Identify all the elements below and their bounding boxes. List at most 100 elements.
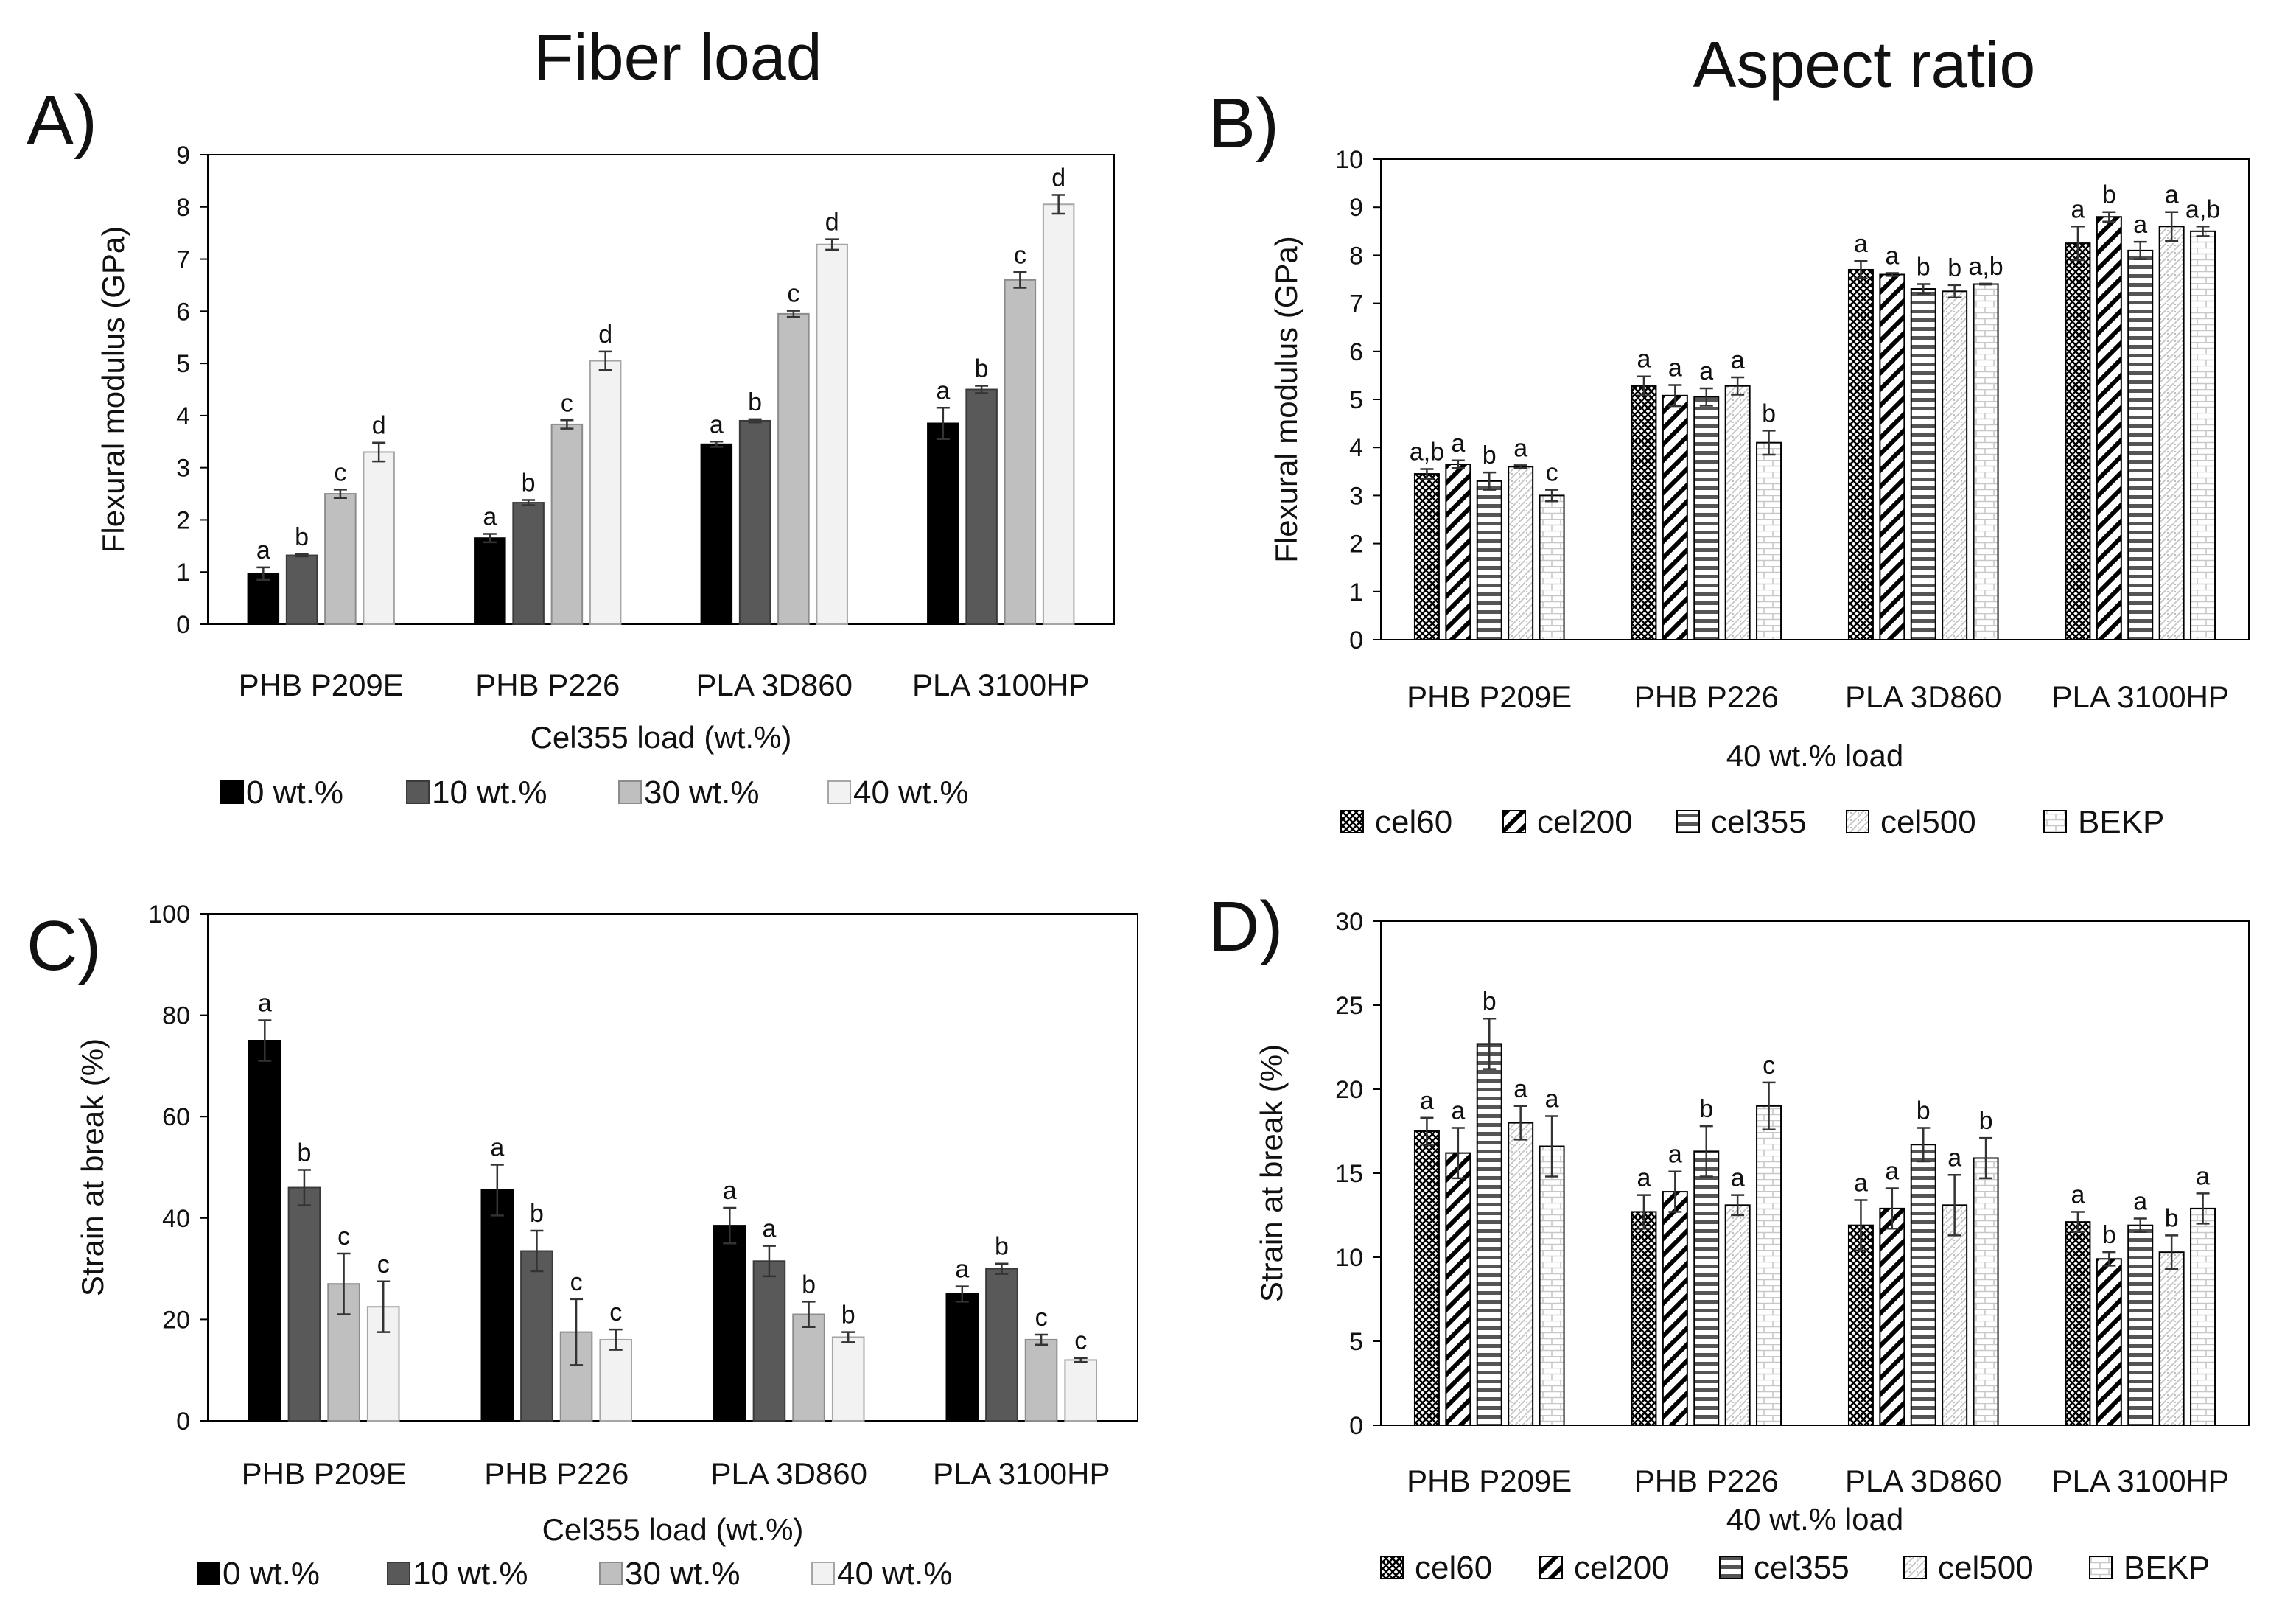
y-tick-label: 10 <box>1335 146 1363 174</box>
y-tick-label: 9 <box>176 141 190 169</box>
bar-cel60-phb-p209e <box>1413 473 1440 640</box>
significance-letter: a,b <box>1410 438 1444 466</box>
bar-cel200-phb-p226 <box>1662 1191 1688 1426</box>
y-axis-label: Strain at break (%) <box>1254 1044 1289 1302</box>
legend-label-40-wt: 40 wt.% <box>837 1556 953 1592</box>
y-tick-label: 20 <box>162 1306 190 1334</box>
significance-letter: a <box>2071 1181 2085 1209</box>
y-tick-label: 6 <box>176 298 190 326</box>
y-tick-label: 15 <box>1335 1160 1363 1188</box>
bar-cel500-phb-p226 <box>1724 385 1751 641</box>
bar-cel200-pla-3100hp <box>2096 1258 2122 1427</box>
bar-bekp-pla-3d860 <box>1973 283 1999 640</box>
significance-letter: a <box>2133 1188 2147 1216</box>
legend-label-10-wt: 10 wt.% <box>413 1556 528 1592</box>
y-tick-label: 8 <box>1349 242 1363 270</box>
y-tick-label: 20 <box>1335 1076 1363 1104</box>
significance-letter: a <box>1668 354 1682 382</box>
bar-40-wt-pla-3d860 <box>831 1336 865 1422</box>
legend-label-cel500: cel500 <box>1880 804 1976 840</box>
bar-10-wt-phb-p226 <box>520 1250 553 1422</box>
x-category-label: PLA 3D860 <box>710 1456 867 1491</box>
bar-bekp-pla-3d860 <box>1973 1157 1999 1426</box>
significance-letter: a <box>258 989 272 1017</box>
y-tick-label: 9 <box>1349 194 1363 222</box>
bar-cel500-pla-3d860 <box>1942 1204 1968 1426</box>
significance-letter: a <box>2133 211 2147 239</box>
legend-swatch-cel60 <box>1340 810 1364 833</box>
significance-letter: c <box>570 1268 583 1296</box>
bar-cel60-phb-p226 <box>1631 385 1657 641</box>
bar-cel200-pla-3100hp <box>2096 216 2122 640</box>
significance-letter: b <box>995 1233 1009 1261</box>
significance-letter: a <box>762 1215 776 1243</box>
bar-10-wt-phb-p226 <box>512 502 545 625</box>
legend-swatch-cel60 <box>1380 1556 1404 1579</box>
legend-swatch-cel355 <box>1676 810 1700 833</box>
bar-10-wt-phb-p209e <box>287 1186 321 1422</box>
x-category-label: PLA 3D860 <box>1845 679 2002 714</box>
y-tick-label: 0 <box>1349 626 1363 654</box>
significance-letter: a <box>1637 1164 1651 1192</box>
legend-swatch-40-wt <box>827 780 851 804</box>
bar-cel60-pla-3d860 <box>1847 268 1874 640</box>
bar-40-wt-pla-3d860 <box>816 243 848 625</box>
bar-40-wt-phb-p226 <box>599 1338 632 1422</box>
significance-letter: d <box>372 412 386 440</box>
legend-label-cel355: cel355 <box>1754 1550 1849 1586</box>
legend-swatch-cel355 <box>1719 1556 1743 1579</box>
y-tick-label: 2 <box>176 506 190 534</box>
y-tick-label: 80 <box>162 1002 190 1030</box>
bar-10-wt-phb-p209e <box>285 554 318 625</box>
bar-cel200-pla-3d860 <box>1879 1207 1905 1426</box>
legend-label-bekp: BEKP <box>2124 1550 2210 1586</box>
significance-letter: c <box>334 458 346 486</box>
left-column-title: Fiber load <box>533 21 822 94</box>
significance-letter: b <box>748 388 762 416</box>
significance-letter: c <box>1763 1052 1775 1080</box>
significance-letter: a <box>1731 1164 1745 1192</box>
significance-letter: b <box>1917 254 1931 282</box>
significance-letter: a <box>1637 346 1651 374</box>
y-tick-label: 4 <box>176 402 190 430</box>
significance-letter: b <box>1483 987 1497 1016</box>
y-tick-label: 1 <box>1349 578 1363 607</box>
bar-cel200-phb-p209e <box>1445 464 1471 641</box>
legend-swatch-10-wt <box>387 1562 410 1585</box>
y-tick-label: 10 <box>1335 1244 1363 1272</box>
y-tick-label: 25 <box>1335 992 1363 1020</box>
x-category-label: PLA 3100HP <box>2051 679 2229 714</box>
plot-area-frame <box>207 154 1115 625</box>
significance-letter: a <box>483 503 497 531</box>
significance-letter: a <box>1699 357 1713 385</box>
bar-cel355-pla-3d860 <box>1910 1144 1936 1426</box>
x-category-label: PLA 3D860 <box>696 668 853 702</box>
y-tick-label: 7 <box>176 246 190 274</box>
plot-area-frame <box>207 913 1138 1422</box>
significance-letter: c <box>609 1298 622 1326</box>
bar-cel355-phb-p226 <box>1693 396 1720 640</box>
significance-letter: a <box>256 536 270 564</box>
significance-letter: b <box>522 469 536 497</box>
bar-cel500-phb-p226 <box>1724 1204 1751 1426</box>
legend-swatch-cel200 <box>1539 1556 1563 1579</box>
panel-label-a: A) <box>27 81 97 160</box>
bar-bekp-pla-3100hp <box>2190 230 2216 640</box>
bar-cel60-pla-3100hp <box>2065 242 2091 641</box>
bar-10-wt-pla-3100hp <box>965 388 998 625</box>
x-category-label: PHB P226 <box>475 668 620 702</box>
significance-letter: a <box>1885 1158 1899 1186</box>
bar-cel500-phb-p209e <box>1508 466 1534 641</box>
bar-cel200-pla-3d860 <box>1879 273 1905 640</box>
significance-letter: c <box>377 1251 390 1279</box>
x-category-label: PLA 3100HP <box>2051 1464 2229 1498</box>
significance-letter: b <box>2102 181 2116 209</box>
bar-cel500-pla-3100hp <box>2158 1251 2185 1427</box>
legend-label-cel60: cel60 <box>1415 1550 1492 1586</box>
bar-40-wt-phb-p209e <box>363 451 395 626</box>
bar-bekp-phb-p209e <box>1539 494 1565 641</box>
y-axis-label: Flexural modulus (GPa) <box>1269 236 1303 562</box>
bar-cel355-phb-p226 <box>1693 1150 1720 1426</box>
